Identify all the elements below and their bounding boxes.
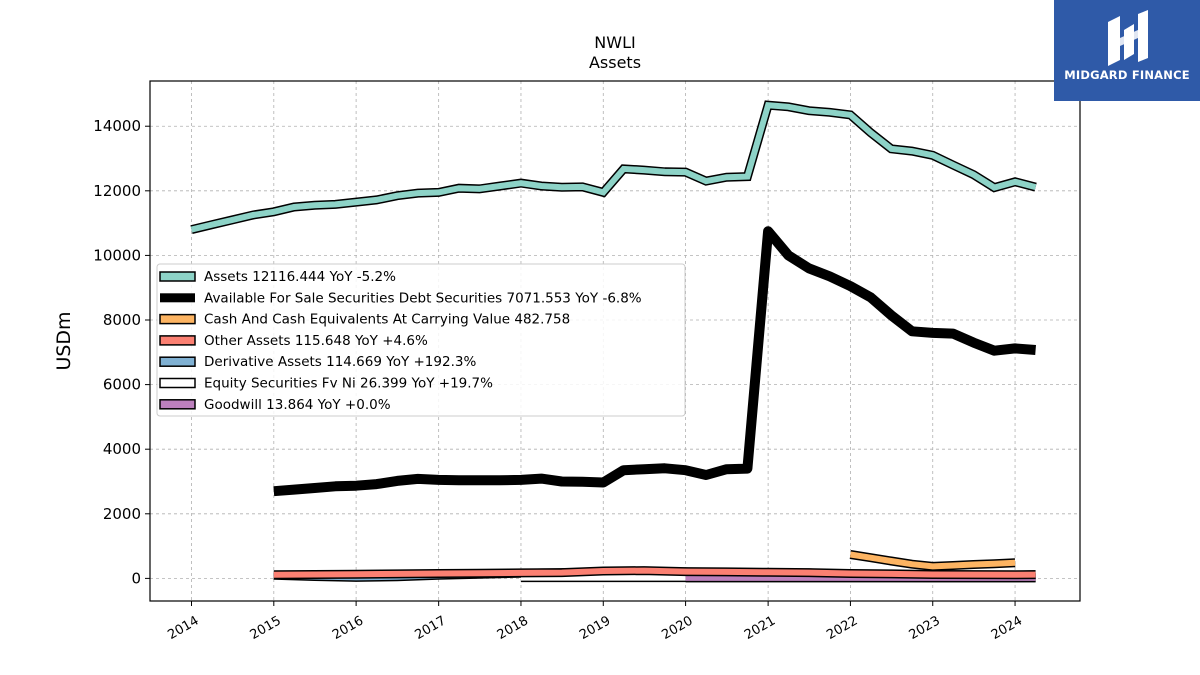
x-tick-label: 2018 — [495, 613, 531, 643]
x-tick-label: 2016 — [330, 613, 366, 643]
x-tick-label: 2014 — [165, 613, 201, 643]
y-tick-label: 8000 — [103, 311, 141, 329]
chart-subtitle: Assets — [589, 53, 641, 72]
y-axis: 0 2000 4000 6000 8000 10000 12000 14000 — [93, 117, 150, 587]
series-line-cash-and-cash-equivalents-at-carrying-value — [849, 551, 1016, 570]
y-tick-label: 12000 — [93, 182, 141, 200]
x-tick-label: 2021 — [742, 613, 778, 643]
x-tick-label: 2023 — [907, 613, 943, 643]
y-axis-label: USDm — [53, 311, 75, 370]
legend-swatch — [160, 293, 195, 303]
series-outline-assets — [190, 100, 1037, 234]
legend-swatch — [159, 356, 196, 367]
legend-swatch — [159, 313, 196, 325]
x-tick-label: 2019 — [577, 613, 613, 643]
x-tick-label: 2017 — [412, 613, 448, 643]
x-tick-label: 2015 — [248, 613, 284, 643]
plot-frame — [149, 80, 1081, 602]
series-line-other-assets — [273, 567, 1036, 578]
legend-label: Derivative Assets 114.669 YoY +192.3% — [204, 354, 476, 370]
legend-label: Assets 12116.444 YoY -5.2% — [204, 269, 396, 285]
y-tick-label: 6000 — [103, 376, 141, 394]
legend: Assets 12116.444 YoY -5.2% Available For … — [156, 263, 686, 417]
legend-swatch — [159, 271, 196, 282]
legend-label: Cash And Cash Equivalents At Carrying Va… — [204, 312, 570, 328]
y-tick-label: 14000 — [93, 117, 141, 135]
legend-box — [156, 263, 686, 417]
legend-swatch — [159, 377, 196, 389]
x-axis: 2014 2015 2016 2017 2018 2019 2020 2021 2022 2023… — [165, 601, 1025, 643]
logo-text: MIDGARD FINANCE — [1064, 68, 1190, 82]
y-tick-label: 2000 — [103, 505, 141, 523]
series-line-available-for-sale-securities-debt-securities — [273, 226, 1036, 497]
legend-label: Other Assets 115.648 YoY +4.6% — [204, 333, 428, 349]
chart-title: NWLI — [594, 33, 635, 52]
x-tick-label: 2024 — [989, 613, 1025, 643]
y-tick-label: 0 — [131, 569, 141, 587]
brand-logo: MIDGARD FINANCE — [1054, 0, 1200, 101]
legend-label: Goodwill 13.864 YoY +0.0% — [204, 397, 391, 413]
y-tick-label: 10000 — [93, 246, 141, 264]
logo-mark-icon — [1108, 10, 1148, 66]
legend-swatch — [159, 399, 196, 410]
legend-swatch — [159, 335, 196, 346]
y-tick-label: 4000 — [103, 440, 141, 458]
series-layer — [190, 100, 1037, 583]
x-tick-label: 2020 — [659, 613, 695, 643]
series-line-assets — [190, 102, 1037, 233]
legend-label: Available For Sale Securities Debt Secur… — [204, 290, 642, 306]
x-tick-label: 2022 — [824, 613, 860, 643]
legend-label: Equity Securities Fv Ni 26.399 YoY +19.7… — [204, 376, 493, 392]
